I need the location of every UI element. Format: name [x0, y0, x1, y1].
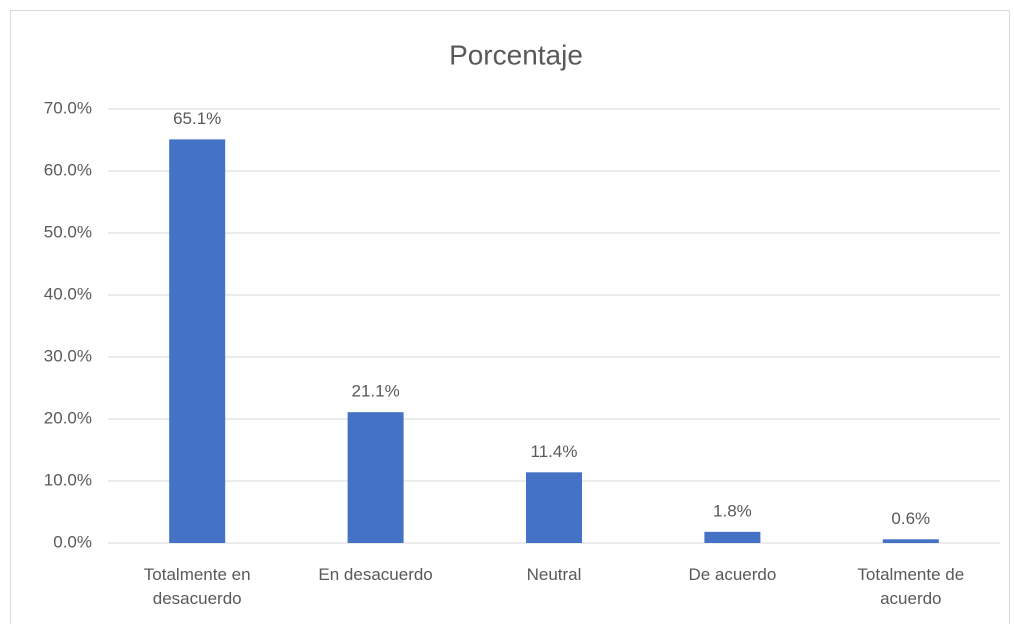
data-label: 21.1% — [351, 382, 399, 401]
y-tick-label: 0.0% — [53, 532, 92, 551]
data-label: 65.1% — [173, 109, 221, 128]
bar — [347, 412, 404, 543]
x-tick-label: Totalmente en desacuerdo — [143, 565, 251, 608]
y-tick-label: 20.0% — [44, 408, 92, 427]
y-tick-label: 10.0% — [44, 470, 92, 489]
x-tick-label: En desacuerdo — [318, 565, 433, 584]
y-tick-label: 30.0% — [44, 346, 92, 365]
y-tick-label: 70.0% — [44, 98, 92, 117]
data-label: 1.8% — [713, 501, 752, 520]
x-tick-label: De acuerdo — [688, 565, 777, 584]
x-tick-label: Totalmente de acuerdo — [857, 565, 965, 608]
bar — [882, 539, 939, 543]
bar — [704, 531, 761, 543]
y-tick-label: 40.0% — [44, 284, 92, 303]
bar — [169, 139, 226, 543]
data-label: 0.6% — [891, 509, 930, 528]
chart-title: Porcentaje — [449, 39, 583, 70]
y-tick-label: 50.0% — [44, 222, 92, 241]
bar — [526, 472, 582, 543]
chart-border — [10, 10, 1010, 624]
data-label: 11.4% — [531, 442, 578, 461]
y-tick-label: 60.0% — [44, 160, 92, 179]
x-tick-label: Neutral — [526, 565, 582, 584]
